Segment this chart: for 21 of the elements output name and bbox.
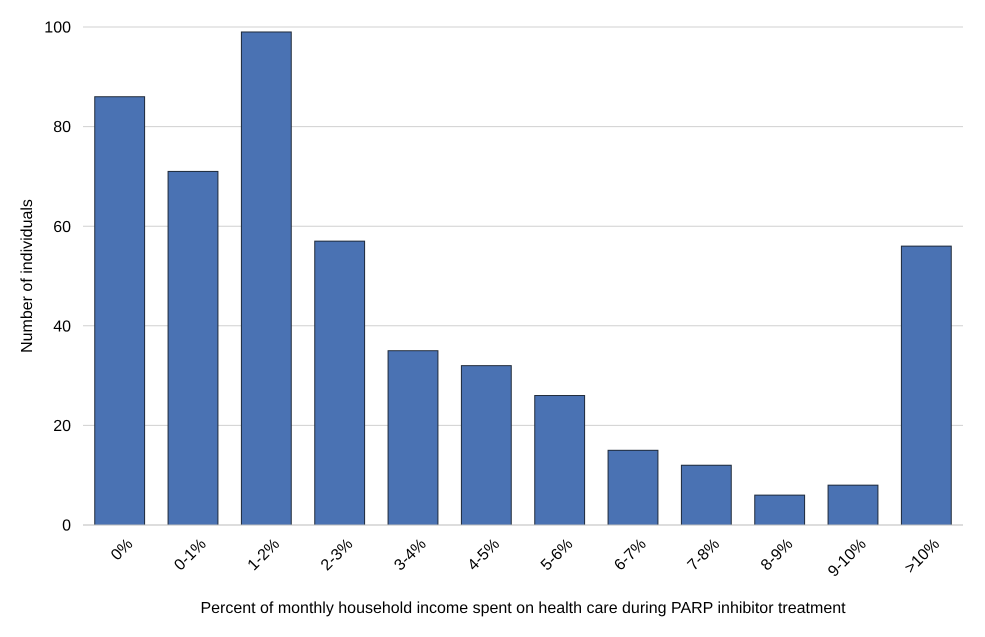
y-tick-label: 80 xyxy=(53,119,72,136)
x-tick-label: 0% xyxy=(108,536,136,564)
bar xyxy=(94,96,146,526)
y-tick-label: 0 xyxy=(62,518,72,535)
y-tick-label: 60 xyxy=(53,218,72,236)
y-tick-label: 20 xyxy=(53,418,72,435)
x-axis-title: Percent of monthly household income spent on health care during PARP inhibitor treatment xyxy=(200,600,846,617)
bar xyxy=(314,240,366,526)
bar xyxy=(608,450,658,526)
bar xyxy=(900,246,952,526)
bar xyxy=(754,494,806,526)
bar xyxy=(680,464,732,526)
bar xyxy=(388,350,438,526)
bar xyxy=(460,365,512,526)
y-tick-label: 40 xyxy=(53,318,72,336)
bar xyxy=(168,170,218,526)
y-axis-title: Number of individuals xyxy=(19,199,36,353)
y-tick-label: 100 xyxy=(44,20,72,37)
bar xyxy=(534,395,586,526)
bar xyxy=(240,31,292,526)
bar xyxy=(828,484,878,526)
